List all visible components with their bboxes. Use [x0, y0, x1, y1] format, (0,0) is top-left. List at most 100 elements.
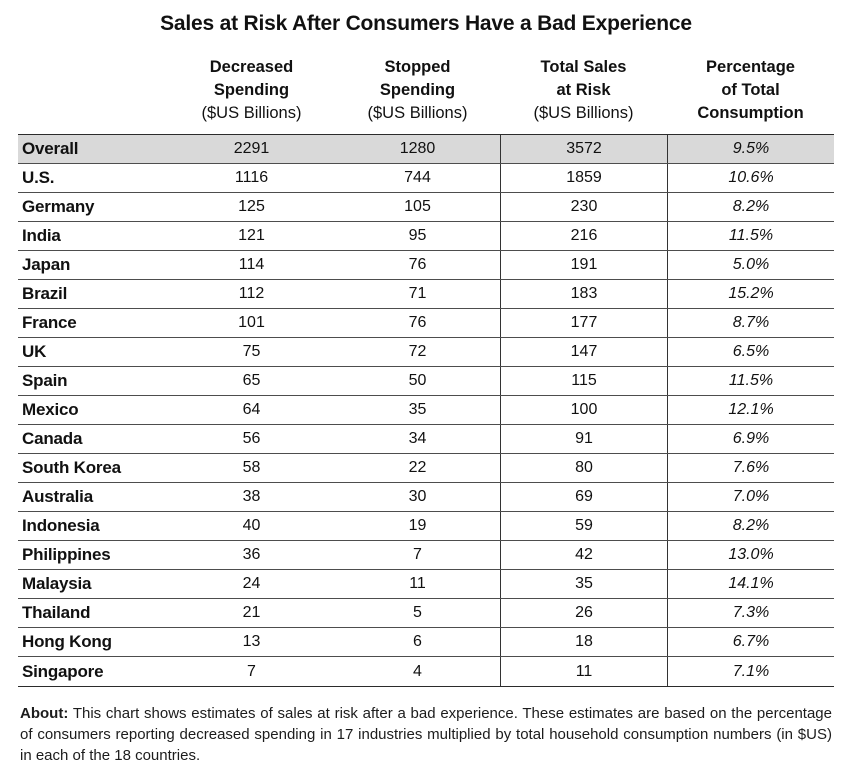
table-row: Hong Kong 13 6 18 6.7%: [18, 628, 834, 657]
decreased-spending-value: 2291: [233, 140, 270, 157]
table-row: Brazil 112 71 183 15.2%: [18, 280, 834, 309]
column-header-unit: ($US Billions): [367, 104, 468, 122]
total-sales-at-risk-value: 42: [500, 541, 667, 569]
stopped-spending-value: 34: [408, 430, 427, 447]
country-label: Singapore: [22, 661, 104, 681]
table-row: Overall 2291 1280 3572 9.5%: [18, 135, 834, 164]
column-header-total-sales-at-risk: Total Sales at Risk ($US Billions): [500, 56, 667, 125]
stopped-spending-value: 71: [408, 285, 427, 302]
total-sales-at-risk-value: 230: [500, 193, 667, 221]
percentage-of-consumption-value: 8.7%: [667, 309, 834, 337]
table-row: Thailand 21 5 26 7.3%: [18, 599, 834, 628]
stopped-spending-value: 7: [413, 546, 422, 563]
total-sales-at-risk-value: 18: [500, 628, 667, 656]
total-sales-at-risk-value: 177: [500, 309, 667, 337]
column-header-unit: ($US Billions): [533, 104, 634, 122]
column-header-percentage-of-total-consumption: Percentage of Total Consumption: [667, 56, 834, 125]
total-sales-at-risk-value: 59: [500, 512, 667, 540]
table-body: Overall 2291 1280 3572 9.5% U.S. 1116 74…: [18, 134, 834, 687]
decreased-spending-value: 101: [238, 314, 265, 331]
stopped-spending-value: 6: [413, 633, 422, 650]
percentage-of-consumption-value: 7.6%: [667, 454, 834, 482]
column-header-label: Stopped Spending: [379, 58, 456, 99]
stopped-spending-value: 105: [404, 198, 431, 215]
table-row: Canada 56 34 91 6.9%: [18, 425, 834, 454]
table-row: Singapore 7 4 11 7.1%: [18, 657, 834, 686]
about-footnote: About: This chart shows estimates of sal…: [20, 703, 832, 766]
percentage-of-consumption-value: 9.5%: [667, 135, 834, 163]
column-header-label: Total Sales at Risk: [540, 58, 627, 99]
total-sales-at-risk-value: 26: [500, 599, 667, 627]
decreased-spending-value: 121: [238, 227, 265, 244]
total-sales-at-risk-value: 191: [500, 251, 667, 279]
country-label: UK: [22, 342, 47, 361]
decreased-spending-value: 65: [242, 372, 261, 389]
table-row: UK 75 72 147 6.5%: [18, 338, 834, 367]
country-label: South Korea: [22, 458, 121, 477]
decreased-spending-value: 36: [242, 546, 261, 563]
country-label: Brazil: [22, 284, 68, 303]
percentage-of-consumption-value: 7.0%: [667, 483, 834, 511]
stopped-spending-value: 19: [408, 517, 427, 534]
decreased-spending-value: 75: [242, 343, 261, 360]
table-row: Malaysia 24 11 35 14.1%: [18, 570, 834, 599]
stopped-spending-value: 4: [413, 662, 422, 680]
percentage-of-consumption-value: 12.1%: [667, 396, 834, 424]
stopped-spending-value: 22: [408, 459, 427, 476]
stopped-spending-value: 35: [408, 401, 427, 418]
decreased-spending-value: 7: [247, 662, 256, 680]
table-row: India 121 95 216 11.5%: [18, 222, 834, 251]
column-header-stopped-spending: Stopped Spending ($US Billions): [335, 56, 500, 125]
total-sales-at-risk-value: 147: [500, 338, 667, 366]
decreased-spending-value: 56: [242, 430, 261, 447]
table-row: Spain 65 50 115 11.5%: [18, 367, 834, 396]
percentage-of-consumption-value: 8.2%: [667, 193, 834, 221]
total-sales-at-risk-value: 115: [500, 367, 667, 395]
percentage-of-consumption-value: 14.1%: [667, 570, 834, 598]
percentage-of-consumption-value: 6.7%: [667, 628, 834, 656]
total-sales-at-risk-value: 91: [500, 425, 667, 453]
country-label: Japan: [22, 255, 71, 274]
country-label: Indonesia: [22, 516, 100, 535]
total-sales-at-risk-value: 183: [500, 280, 667, 308]
country-label: Germany: [22, 197, 95, 216]
stopped-spending-value: 72: [408, 343, 427, 360]
table-row: Japan 114 76 191 5.0%: [18, 251, 834, 280]
percentage-of-consumption-value: 5.0%: [667, 251, 834, 279]
decreased-spending-value: 40: [242, 517, 261, 534]
table-row: France 101 76 177 8.7%: [18, 309, 834, 338]
decreased-spending-value: 125: [238, 198, 265, 215]
country-label: India: [22, 226, 61, 245]
stopped-spending-value: 5: [413, 604, 422, 621]
stopped-spending-value: 744: [404, 169, 431, 186]
about-label: About:: [20, 705, 69, 722]
table-row: Philippines 36 7 42 13.0%: [18, 541, 834, 570]
table-row: Germany 125 105 230 8.2%: [18, 193, 834, 222]
decreased-spending-value: 1116: [234, 169, 269, 186]
country-label: Thailand: [22, 603, 91, 622]
stopped-spending-value: 50: [408, 372, 427, 389]
total-sales-at-risk-value: 100: [500, 396, 667, 424]
percentage-of-consumption-value: 6.5%: [667, 338, 834, 366]
country-label: Philippines: [22, 545, 111, 564]
total-sales-at-risk-value: 11: [500, 657, 667, 686]
decreased-spending-value: 13: [242, 633, 261, 650]
decreased-spending-value: 112: [238, 285, 265, 302]
column-header-label: Decreased Spending: [209, 58, 294, 99]
country-label: Spain: [22, 371, 68, 390]
country-label: Overall: [22, 139, 79, 158]
percentage-of-consumption-value: 6.9%: [667, 425, 834, 453]
table-row: South Korea 58 22 80 7.6%: [18, 454, 834, 483]
percentage-of-consumption-value: 15.2%: [667, 280, 834, 308]
total-sales-at-risk-value: 216: [500, 222, 667, 250]
total-sales-at-risk-value: 1859: [500, 164, 667, 192]
table-row: U.S. 1116 744 1859 10.6%: [18, 164, 834, 193]
total-sales-at-risk-value: 3572: [500, 135, 667, 163]
country-label: Hong Kong: [22, 632, 112, 651]
table-row: Indonesia 40 19 59 8.2%: [18, 512, 834, 541]
stopped-spending-value: 95: [408, 227, 427, 244]
percentage-of-consumption-value: 8.2%: [667, 512, 834, 540]
decreased-spending-value: 64: [242, 401, 261, 418]
stopped-spending-value: 11: [409, 575, 426, 592]
